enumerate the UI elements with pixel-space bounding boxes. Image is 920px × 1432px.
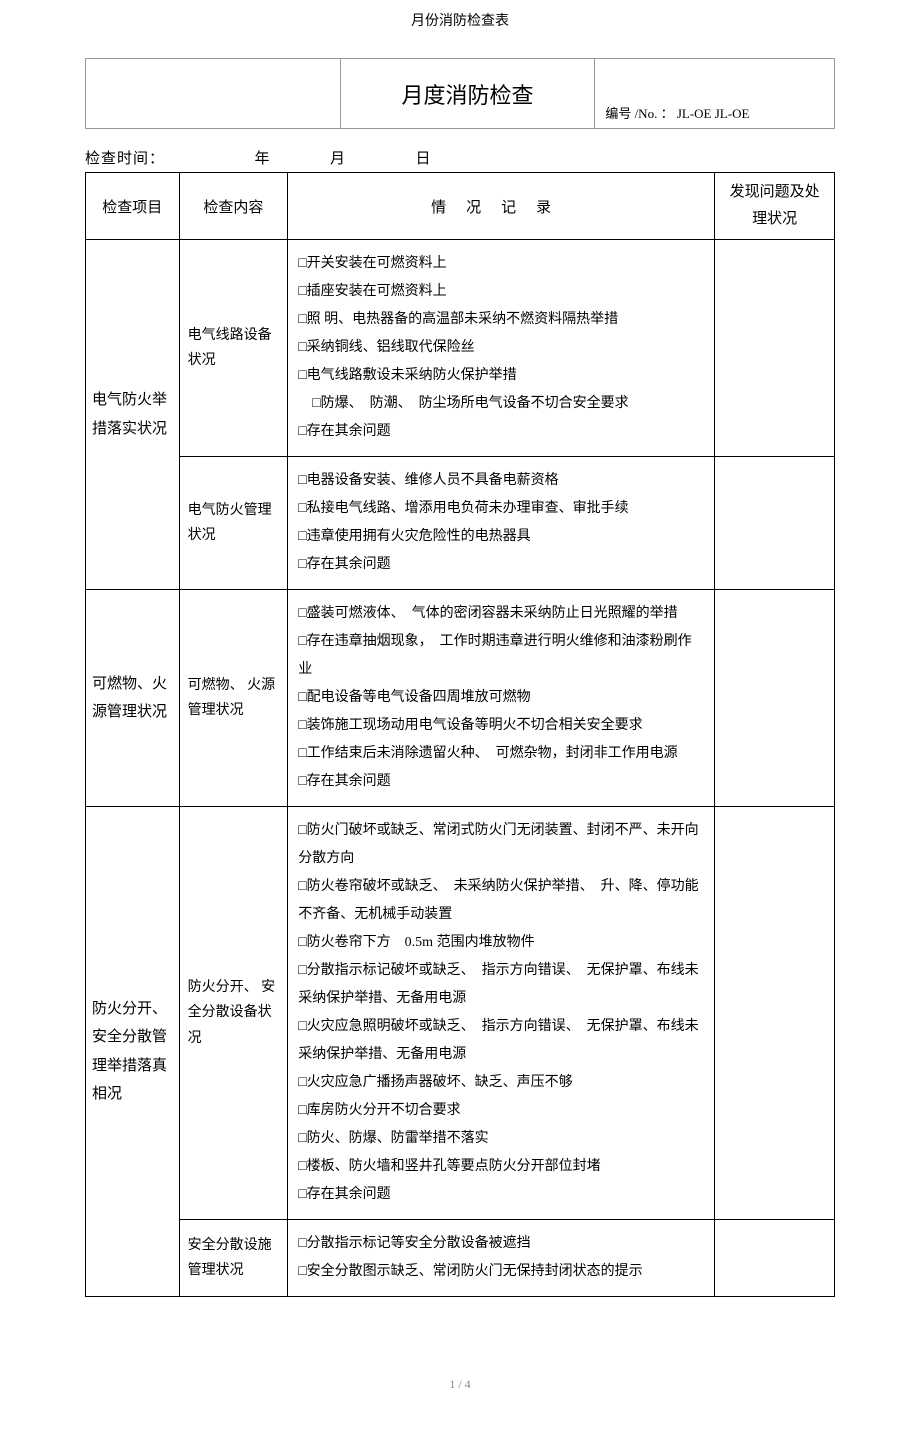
main-inspection-table: 检查项目 检查内容 情况记录 发现问题及处理状况 电气防火举措落实状况电气线路设… xyxy=(85,172,835,1297)
issue-cell xyxy=(715,807,835,1220)
issue-cell xyxy=(715,590,835,807)
record-line: □存在其余问题 xyxy=(298,551,704,579)
th-item: 检查项目 xyxy=(86,173,180,240)
inspect-content-cell: 可燃物、 火源管理状况 xyxy=(179,590,288,807)
document-title: 月份消防检查表 xyxy=(85,10,835,30)
record-line: □防爆、 防潮、 防尘场所电气设备不切合安全要求 xyxy=(298,390,704,418)
record-line: □照 明、电热器备的高温部未采纳不燃资料隔热举措 xyxy=(298,306,704,334)
inspect-record-cell: □防火门破坏或缺乏、常闭式防火门无闭装置、封闭不严、未开向分散方向□防火卷帘破坏… xyxy=(288,807,715,1220)
record-line: □防火卷帘破坏或缺乏、 未采纳防火保护举措、 升、降、停功能不齐备、无机械手动装… xyxy=(298,873,704,929)
record-line: □楼板、防火墙和竖井孔等要点防火分开部位封堵 xyxy=(298,1153,704,1181)
record-line: □私接电气线路、增添用电负荷未办理审查、审批手续 xyxy=(298,495,704,523)
month-label: 月 xyxy=(330,151,346,167)
record-line: □存在其余问题 xyxy=(298,768,704,796)
inspect-content-cell: 电气防火管理状况 xyxy=(179,457,288,590)
record-line: □开关安装在可燃资料上 xyxy=(298,250,704,278)
record-line: □分散指示标记破坏或缺乏、 指示方向错误、 无保护罩、布线未采纳保护举措、无备用… xyxy=(298,957,704,1013)
record-line: □存在其余问题 xyxy=(298,418,704,446)
header-right-cell: 编号 /No. ： JL-OE JL-OE xyxy=(595,59,835,129)
inspect-content-cell: 防火分开、 安全分散设备状况 xyxy=(179,807,288,1220)
inspect-record-cell: □分散指示标记等安全分散设备被遮挡□安全分散图示缺乏、常闭防火门无保持封闭状态的… xyxy=(288,1220,715,1297)
record-line: □火灾应急照明破坏或缺乏、 指示方向错误、 无保护罩、布线未采纳保护举措、无备用… xyxy=(298,1013,704,1069)
inspect-time-row: 检查时间： 年 月 日 xyxy=(85,147,835,168)
record-line: □防火门破坏或缺乏、常闭式防火门无闭装置、封闭不严、未开向分散方向 xyxy=(298,817,704,873)
record-line: □安全分散图示缺乏、常闭防火门无保持封闭状态的提示 xyxy=(298,1258,704,1286)
record-line: □存在其余问题 xyxy=(298,1181,704,1209)
record-line: □配电设备等电气设备四周堆放可燃物 xyxy=(298,684,704,712)
inspect-time-label: 检查时间： xyxy=(85,151,165,167)
doc-no-label: 编号 /No. ： xyxy=(605,106,673,121)
record-line: □装饰施工现场动用电气设备等明火不切合相关安全要求 xyxy=(298,712,704,740)
record-line: □防火、防爆、防雷举措不落实 xyxy=(298,1125,704,1153)
record-line: □工作结束后未消除遗留火种、 可燃杂物，封闭非工作用电源 xyxy=(298,740,704,768)
page-footer: 1 / 4 xyxy=(85,1377,835,1392)
record-line: □防火卷帘下方 0.5m 范围内堆放物件 xyxy=(298,929,704,957)
record-line: □存在违章抽烟现象， 工作时期违章进行明火维修和油漆粉刷作业 xyxy=(298,628,704,684)
day-label: 日 xyxy=(416,151,432,167)
record-line: □火灾应急广播扬声器破坏、缺乏、声压不够 xyxy=(298,1069,704,1097)
record-line: □违章使用拥有火灾危险性的电热器具 xyxy=(298,523,704,551)
record-line: □电气线路敷设未采纳防火保护举措 xyxy=(298,362,704,390)
record-line: □电器设备安装、维修人员不具备电薪资格 xyxy=(298,467,704,495)
inspect-item-cell: 防火分开、安全分散管理举措落真相况 xyxy=(86,807,180,1297)
record-line: □插座安装在可燃资料上 xyxy=(298,278,704,306)
issue-cell xyxy=(715,240,835,457)
issue-cell xyxy=(715,1220,835,1297)
doc-no-value: JL-OE JL-OE xyxy=(677,106,750,121)
inspect-record-cell: □开关安装在可燃资料上□插座安装在可燃资料上□照 明、电热器备的高温部未采纳不燃… xyxy=(288,240,715,457)
th-issue: 发现问题及处理状况 xyxy=(715,173,835,240)
header-left-cell xyxy=(86,59,341,129)
header-center-title: 月度消防检查 xyxy=(340,59,595,129)
th-record: 情况记录 xyxy=(288,173,715,240)
record-line: □盛装可燃液体、 气体的密闭容器未采纳防止日光照耀的举措 xyxy=(298,600,704,628)
inspect-content-cell: 电气线路设备状况 xyxy=(179,240,288,457)
year-label: 年 xyxy=(255,151,271,167)
record-line: □采纳铜线、铝线取代保险丝 xyxy=(298,334,704,362)
inspect-content-cell: 安全分散设施管理状况 xyxy=(179,1220,288,1297)
issue-cell xyxy=(715,457,835,590)
inspect-item-cell: 电气防火举措落实状况 xyxy=(86,240,180,590)
inspect-record-cell: □盛装可燃液体、 气体的密闭容器未采纳防止日光照耀的举措□存在违章抽烟现象， 工… xyxy=(288,590,715,807)
record-line: □分散指示标记等安全分散设备被遮挡 xyxy=(298,1230,704,1258)
inspect-item-cell: 可燃物、火源管理状况 xyxy=(86,590,180,807)
header-table: 月度消防检查 编号 /No. ： JL-OE JL-OE xyxy=(85,58,835,129)
inspect-record-cell: □电器设备安装、维修人员不具备电薪资格□私接电气线路、增添用电负荷未办理审查、审… xyxy=(288,457,715,590)
th-content: 检查内容 xyxy=(179,173,288,240)
record-line: □库房防火分开不切合要求 xyxy=(298,1097,704,1125)
